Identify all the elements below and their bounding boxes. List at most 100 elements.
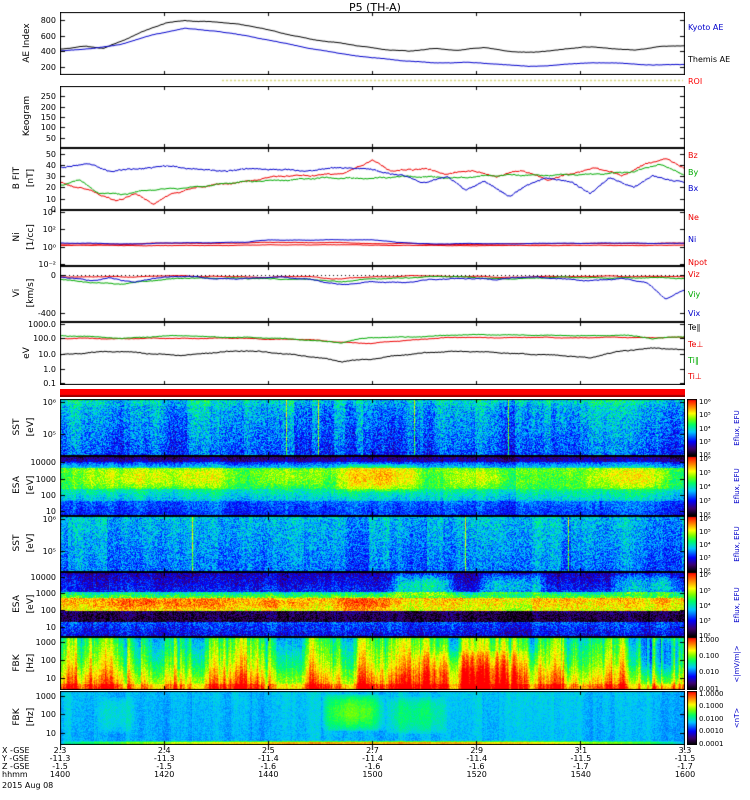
y-tick-label: 200 <box>40 63 56 73</box>
x-tick-value: 1440 <box>258 770 279 779</box>
series-label: Kyoto AE <box>688 23 724 33</box>
x-tick-value: 3.1 <box>574 746 588 755</box>
colorbar-esa_elec <box>687 572 697 637</box>
colorbar-tick-label: 10³ <box>699 617 711 626</box>
y-tick-label: 20 <box>45 183 56 193</box>
panel-bfit <box>60 148 685 210</box>
y-tick-label: 100 <box>40 490 56 500</box>
colorbar-tick-label: 10⁴ <box>699 424 711 433</box>
y-tick-label: 100 <box>40 710 56 720</box>
panel-sst_ion <box>60 399 685 456</box>
x-tick-value: -11.3 <box>49 754 71 763</box>
series-label: Ti∥ <box>688 356 699 366</box>
colorbar-tick-label: 1.000 <box>699 635 720 644</box>
colorbar-tick-label: 0.1000 <box>699 702 724 711</box>
x-tick-value: 2.9 <box>470 746 484 755</box>
x-tick-value: -1.5 <box>156 762 172 771</box>
series-label: Bz <box>688 151 698 161</box>
y-tick-label: 10² <box>42 224 56 234</box>
x-tick-value: -1.6 <box>468 762 485 771</box>
colorbar-title: <nT> <box>733 707 741 729</box>
x-tick-value: 1540 <box>570 770 591 779</box>
y-tick-label: 1000 <box>35 692 56 702</box>
panel-mode <box>60 389 685 397</box>
y-tick-label: 30 <box>45 172 56 182</box>
colorbar-fbk_e <box>687 637 697 690</box>
y-tick-label: 150 <box>40 113 56 122</box>
y-tick-label: 10.0 <box>38 349 56 359</box>
series-label: Npot <box>688 257 708 267</box>
colorbar-tick-label: 0.0010 <box>699 727 724 736</box>
panel-fbk_b <box>60 691 685 745</box>
y-tick-label: 100 <box>40 655 56 665</box>
y-tick-label: 10⁴ <box>42 207 56 217</box>
colorbar-tick-label: 10³ <box>699 497 711 506</box>
y-tick-label: 1000 <box>35 588 56 598</box>
colorbar-tick-label: 10⁶ <box>699 454 711 463</box>
colorbar-esa_ion <box>687 456 697 516</box>
series-label: By <box>688 167 699 177</box>
colorbar-tick-label: 0.0100 <box>699 715 724 723</box>
panel-ni <box>60 210 685 266</box>
plot-title: P5 (TH-A) <box>349 1 401 14</box>
y-tick-label: 10 <box>45 194 56 204</box>
x-tick-value: -11.4 <box>362 754 383 763</box>
panel-temp <box>60 322 685 385</box>
y-tick-label: 800 <box>40 15 56 25</box>
x-tick-value: 1420 <box>154 770 175 779</box>
colorbar-tick-label: 10⁵ <box>699 469 711 478</box>
series-label: Ne <box>688 212 699 222</box>
y-tick-label: -400 <box>37 308 56 318</box>
y-tick-label: 10 <box>45 673 56 683</box>
x-row-label: X -GSE <box>2 746 30 755</box>
y-tick-label: 400 <box>40 47 56 57</box>
panel-vi <box>60 266 685 322</box>
y-tick-label: 0.1 <box>43 379 56 389</box>
colorbar-tick-label: 10² <box>699 451 711 460</box>
colorbar-tick-label: 10⁵ <box>699 528 711 537</box>
x-tick-value: 1500 <box>362 770 383 779</box>
series-label: Viz <box>688 270 700 280</box>
x-tick-value: 2.3 <box>53 746 67 755</box>
x-tick-value: 1520 <box>466 770 487 779</box>
panel-fbk_e <box>60 637 685 690</box>
colorbar-tick-label: 10³ <box>699 438 711 447</box>
x-tick-value: -11.5 <box>570 754 592 763</box>
y-tick-label: 600 <box>40 31 56 41</box>
y-tick-label: 10⁶ <box>42 397 56 407</box>
y-tick-label: 200 <box>40 102 56 112</box>
colorbar-tick-label: 10² <box>699 632 711 641</box>
series-label: Vix <box>688 308 701 318</box>
colorbar-tick-label: 10⁶ <box>699 514 711 523</box>
x-tick-value: -1.7 <box>573 762 589 771</box>
x-tick-value: -11.4 <box>466 754 488 763</box>
colorbar-tick-label: 10² <box>699 567 711 576</box>
panel-sst_elec <box>60 516 685 572</box>
y-tick-label: 10⁻² <box>38 260 56 270</box>
y-tick-label: 1000 <box>35 474 56 484</box>
y-tick-label: 50 <box>45 149 56 159</box>
series-label: Viy <box>688 289 701 299</box>
x-tick-value: -11.4 <box>257 754 279 763</box>
y-tick-label: 40 <box>45 160 56 170</box>
x-tick-value: 1400 <box>49 770 71 779</box>
colorbar-sst_ion <box>687 399 697 456</box>
colorbar-tick-label: 0.001 <box>699 684 720 693</box>
colorbar-sst_elec <box>687 516 697 572</box>
y-tick-label: 10000 <box>30 458 56 468</box>
colorbar-tick-label: 10⁵ <box>699 586 711 595</box>
x-tick-value: 2.7 <box>366 746 379 755</box>
y-tick-label: 10⁵ <box>42 546 56 556</box>
series-label: Bx <box>688 183 699 193</box>
colorbar-tick-label: 0.100 <box>699 652 720 661</box>
y-tick-label: 0 <box>50 205 56 215</box>
panel-ae <box>60 12 685 75</box>
y-tick-label: 1.0 <box>43 365 56 375</box>
y-tick-label: 10 <box>45 507 56 517</box>
colorbar-tick-label: 10⁶ <box>699 397 711 406</box>
series-label: Ni <box>688 235 697 245</box>
colorbar-tick-label: 10³ <box>699 554 711 563</box>
series-label: Te∥ <box>688 323 701 333</box>
y-tick-label: 250 <box>40 92 56 102</box>
